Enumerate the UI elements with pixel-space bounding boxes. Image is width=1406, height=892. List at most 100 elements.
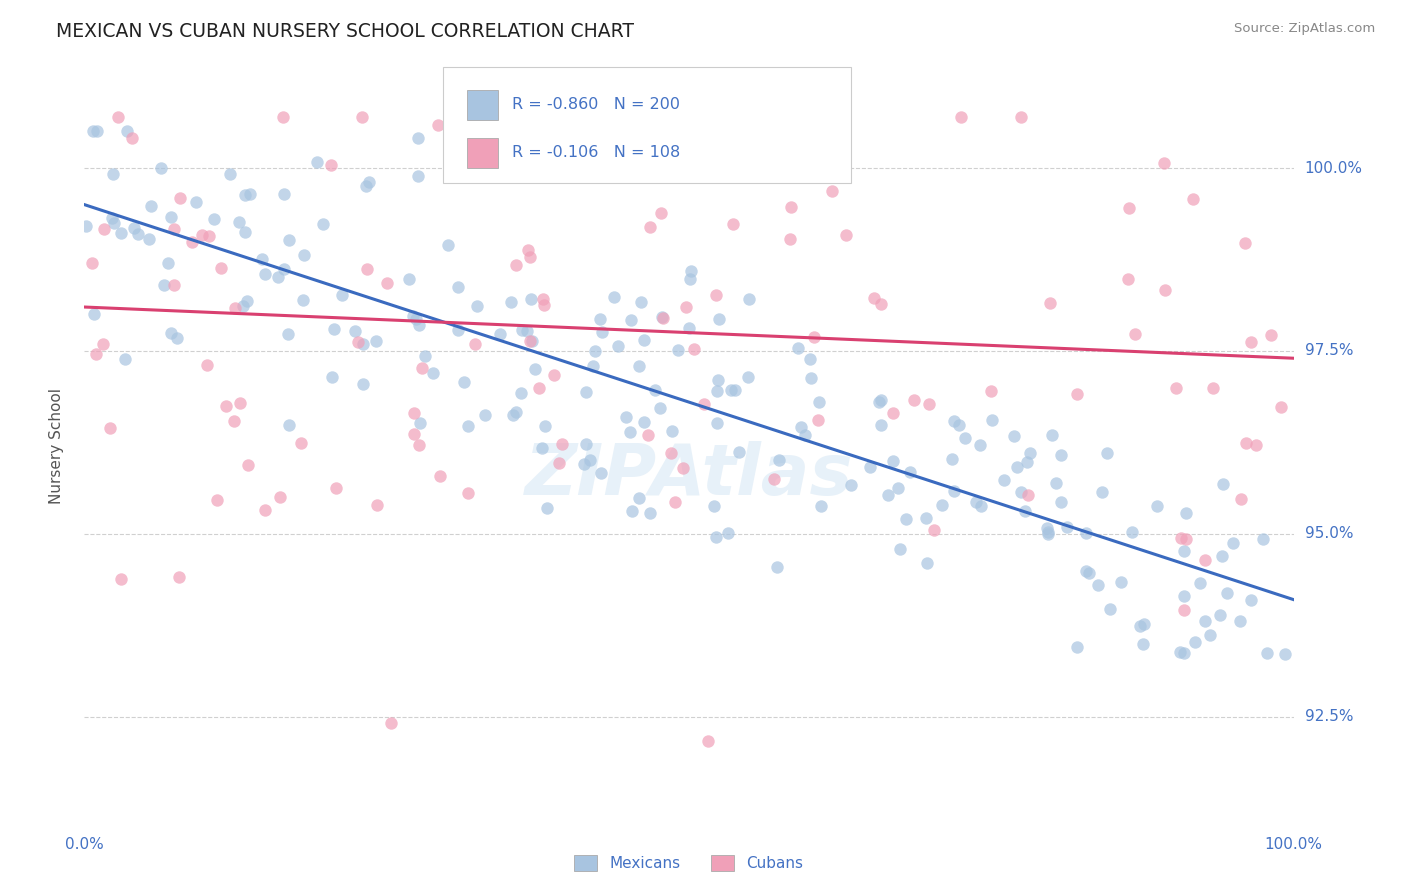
Point	[321, 369, 343, 384]
Text: 92.5%: 92.5%	[1305, 709, 1353, 724]
Point	[254, 267, 277, 281]
Point	[948, 418, 970, 433]
Point	[1118, 201, 1140, 215]
Point	[195, 358, 218, 372]
Point	[233, 187, 256, 202]
Point	[75, 219, 97, 234]
Point	[589, 312, 612, 326]
Point	[583, 344, 606, 359]
Point	[965, 495, 987, 509]
Point	[536, 501, 558, 516]
Point	[527, 381, 550, 395]
Point	[1164, 381, 1187, 395]
Point	[138, 231, 160, 245]
Point	[1234, 436, 1257, 450]
Point	[501, 294, 523, 309]
Point	[1056, 520, 1078, 534]
Point	[505, 258, 527, 272]
Point	[352, 376, 374, 391]
Point	[312, 217, 335, 231]
Point	[1036, 527, 1059, 541]
Point	[652, 310, 675, 325]
Point	[835, 227, 858, 242]
Point	[107, 110, 129, 124]
Point	[162, 278, 184, 293]
Point	[696, 734, 718, 748]
Point	[84, 347, 107, 361]
Point	[607, 339, 630, 353]
Point	[859, 459, 882, 474]
Text: 0.0%: 0.0%	[65, 837, 104, 852]
Text: R = -0.106   N = 108: R = -0.106 N = 108	[512, 145, 681, 161]
Point	[706, 384, 728, 399]
Point	[505, 405, 527, 419]
Point	[1014, 504, 1036, 518]
Point	[1182, 193, 1205, 207]
Point	[1174, 506, 1197, 520]
Point	[436, 238, 458, 252]
Text: 100.0%: 100.0%	[1264, 837, 1323, 852]
Point	[970, 499, 993, 513]
Point	[903, 392, 925, 407]
Point	[488, 326, 510, 341]
Text: 100.0%: 100.0%	[1305, 161, 1362, 176]
Point	[93, 222, 115, 236]
Point	[228, 215, 250, 229]
Point	[603, 291, 626, 305]
Point	[728, 445, 751, 459]
Point	[799, 371, 821, 385]
Point	[692, 396, 714, 410]
Point	[1173, 589, 1195, 603]
Point	[1173, 603, 1195, 617]
Point	[595, 131, 617, 145]
Point	[1017, 455, 1039, 469]
Point	[103, 216, 125, 230]
Point	[205, 492, 228, 507]
Point	[307, 155, 329, 169]
Point	[793, 428, 815, 442]
Point	[191, 227, 214, 242]
Point	[1194, 553, 1216, 567]
Point	[619, 425, 641, 439]
Point	[522, 334, 544, 348]
Point	[184, 194, 207, 209]
Point	[1123, 327, 1146, 342]
Point	[1222, 535, 1244, 549]
Point	[408, 417, 430, 431]
Point	[516, 324, 538, 338]
Point	[163, 221, 186, 235]
Point	[110, 572, 132, 586]
Point	[408, 318, 430, 332]
Point	[357, 175, 380, 189]
Point	[169, 191, 191, 205]
Point	[447, 323, 470, 337]
Point	[523, 362, 546, 376]
Point	[882, 454, 904, 468]
Point	[661, 424, 683, 438]
Point	[898, 465, 921, 479]
Point	[1095, 446, 1118, 460]
Point	[950, 110, 973, 124]
Point	[1109, 575, 1132, 590]
Point	[332, 288, 354, 302]
Point	[707, 373, 730, 387]
Point	[651, 310, 673, 325]
Point	[633, 415, 655, 429]
Point	[922, 524, 945, 538]
Point	[575, 384, 598, 399]
Point	[720, 383, 742, 397]
Point	[232, 299, 254, 313]
Point	[344, 324, 367, 338]
Point	[290, 435, 312, 450]
Point	[100, 421, 122, 435]
Point	[429, 469, 451, 483]
Point	[408, 437, 430, 451]
Point	[707, 312, 730, 326]
Point	[253, 503, 276, 517]
Point	[600, 110, 623, 124]
Point	[1050, 495, 1073, 509]
Point	[765, 560, 787, 574]
Point	[277, 233, 299, 247]
Point	[1091, 484, 1114, 499]
Point	[292, 248, 315, 262]
